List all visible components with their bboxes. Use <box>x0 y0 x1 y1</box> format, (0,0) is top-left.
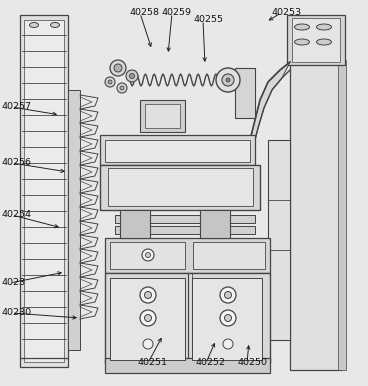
Bar <box>115 215 255 223</box>
Bar <box>235 68 255 118</box>
Ellipse shape <box>294 24 309 30</box>
Text: 40254: 40254 <box>2 210 32 219</box>
Bar <box>100 165 260 210</box>
Circle shape <box>130 73 134 78</box>
Bar <box>68 90 80 350</box>
Circle shape <box>126 70 138 82</box>
Text: 40259: 40259 <box>162 8 192 17</box>
Bar <box>140 100 185 132</box>
Text: 40255: 40255 <box>193 15 223 24</box>
Bar <box>200 210 230 238</box>
Bar <box>105 358 270 373</box>
Circle shape <box>140 287 156 303</box>
Circle shape <box>140 310 156 326</box>
Ellipse shape <box>316 24 332 30</box>
Bar <box>338 60 346 370</box>
Bar <box>108 168 253 206</box>
Circle shape <box>226 78 230 82</box>
Circle shape <box>110 60 126 76</box>
Bar <box>193 242 265 269</box>
Bar <box>192 278 262 360</box>
Circle shape <box>223 339 233 349</box>
Bar <box>24 20 64 362</box>
Bar <box>115 226 255 234</box>
Bar <box>290 60 342 370</box>
Ellipse shape <box>50 22 60 27</box>
Text: 40253: 40253 <box>271 8 301 17</box>
Bar <box>100 135 255 165</box>
Bar <box>20 15 68 367</box>
Circle shape <box>224 291 231 298</box>
Text: 40250: 40250 <box>237 358 267 367</box>
Circle shape <box>117 83 127 93</box>
Text: 40257: 40257 <box>2 102 32 111</box>
Bar <box>110 242 185 269</box>
Bar <box>110 278 185 360</box>
Circle shape <box>145 315 152 322</box>
Text: 40230: 40230 <box>2 308 32 317</box>
Ellipse shape <box>29 22 39 27</box>
Circle shape <box>105 77 115 87</box>
Bar <box>287 15 345 65</box>
Circle shape <box>120 86 124 90</box>
Circle shape <box>220 310 236 326</box>
Text: 40258: 40258 <box>130 8 160 17</box>
PathPatch shape <box>250 62 290 148</box>
Circle shape <box>145 252 151 257</box>
Circle shape <box>216 68 240 92</box>
Text: 40252: 40252 <box>196 358 226 367</box>
Circle shape <box>143 339 153 349</box>
Circle shape <box>220 287 236 303</box>
Ellipse shape <box>294 39 309 45</box>
Bar <box>120 210 150 238</box>
Text: 40251: 40251 <box>138 358 168 367</box>
Circle shape <box>108 80 112 84</box>
Circle shape <box>222 74 234 86</box>
Bar <box>105 238 270 273</box>
Text: 40256: 40256 <box>2 158 32 167</box>
Circle shape <box>142 249 154 261</box>
Bar <box>292 18 340 62</box>
Bar <box>105 273 270 363</box>
Circle shape <box>145 291 152 298</box>
Circle shape <box>224 315 231 322</box>
Circle shape <box>114 64 122 72</box>
Bar <box>145 104 180 128</box>
Ellipse shape <box>316 39 332 45</box>
Bar <box>105 140 250 162</box>
Text: 4023: 4023 <box>2 278 26 287</box>
Bar <box>268 140 290 340</box>
